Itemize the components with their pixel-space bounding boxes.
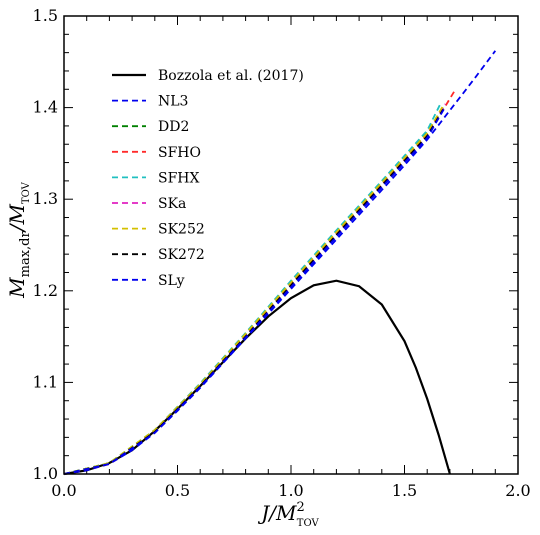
series-line-sk272	[63, 108, 444, 475]
x-tick-label: 0.5	[165, 481, 190, 500]
series-line-dd2	[63, 107, 444, 475]
axis-ticks	[63, 15, 519, 475]
x-axis-label-sup: 2	[297, 500, 305, 515]
legend-entry: SFHO	[158, 145, 201, 161]
legend-entry: SLy	[158, 273, 185, 289]
x-tick-label: 1.5	[392, 481, 417, 500]
y-axis-label: Mmax,dr/MTOV	[5, 181, 33, 298]
y-axis-label-sub2: TOV	[21, 181, 32, 204]
x-tick-label: 2.0	[505, 481, 530, 500]
legend: Bozzola et al. (2017) NL3 DD2 SFHO SFHX SKa SK…	[112, 68, 304, 289]
x-axis-label-sub: TOV	[297, 518, 320, 529]
series-line-sfhx	[63, 102, 442, 475]
series-line-sfho	[63, 90, 456, 475]
y-tick-label: 1.5	[33, 6, 58, 25]
y-tick-label: 1.3	[33, 189, 58, 208]
series-line-sk252	[63, 105, 444, 475]
legend-entry: SFHX	[158, 170, 200, 186]
y-tick-label: 1.2	[33, 281, 58, 300]
series-line-nl3	[63, 50, 497, 475]
plot-frame	[63, 15, 519, 475]
legend-entry: SK252	[158, 222, 205, 238]
y-axis-label-main: M	[5, 277, 29, 299]
y-axis-label-sub1: max,dr	[18, 231, 33, 278]
legend-entry: SKa	[158, 196, 186, 212]
legend-entry: Bozzola et al. (2017)	[158, 68, 304, 84]
series-line-ska	[63, 103, 447, 475]
series-line-sly	[63, 106, 447, 475]
y-axis-label-mid: /M	[5, 204, 29, 234]
x-axis-label: J/M2 TOV	[257, 500, 319, 529]
y-tick-label: 1.0	[33, 464, 58, 483]
series-lines	[63, 50, 497, 476]
x-axis-label-main: J/M	[257, 501, 297, 525]
y-tick-label: 1.4	[33, 98, 58, 117]
x-tick-label: 1.0	[278, 481, 303, 500]
legend-entry: DD2	[158, 119, 189, 135]
y-tick-label: 1.1	[33, 372, 58, 391]
legend-entry: SK272	[158, 247, 205, 263]
legend-entry: NL3	[158, 94, 188, 110]
tick-labels: 0.0 0.5 1.0 1.5 2.0 1.0 1.1 1.2 1.3 1.4 1.5	[33, 6, 531, 500]
series-line-bozzola-et-al-2017	[63, 279, 451, 476]
x-tick-label: 0.0	[51, 481, 76, 500]
